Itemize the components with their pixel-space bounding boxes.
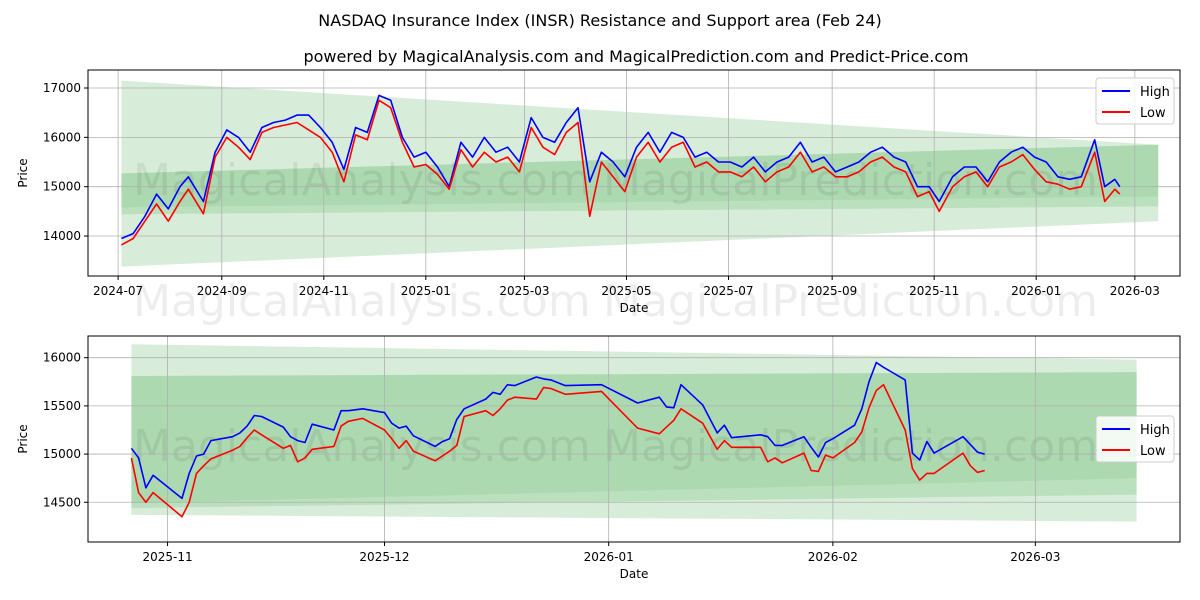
axes-frame <box>87 69 1181 277</box>
x-tick-label: 2025-11 <box>909 284 959 298</box>
band-core <box>131 372 1137 504</box>
band-outer <box>121 80 1159 267</box>
series-line-low <box>121 99 1121 246</box>
x-tick-label: 2025-01 <box>401 284 451 298</box>
series-line-high <box>121 94 1121 240</box>
legend-label-high: High <box>1140 423 1170 438</box>
x-axis-label: Date <box>620 301 649 315</box>
y-tick-label: 14500 <box>43 495 81 509</box>
x-tick-label: 2026-03 <box>1110 284 1160 298</box>
x-tick-label: 2026-02 <box>808 550 858 564</box>
watermark: MagicalAnalysis.com <box>133 155 591 206</box>
y-tick-label: 15000 <box>43 180 81 194</box>
y-axis-label: Price <box>16 424 30 453</box>
x-tick-label: 2025-07 <box>703 284 753 298</box>
y-tick-label: 16000 <box>43 130 81 144</box>
band-inner <box>121 144 1159 215</box>
watermark: MagicalAnalysis.com <box>133 276 591 327</box>
y-tick-label: 17000 <box>43 81 81 95</box>
legend-label-low: Low <box>1140 106 1166 121</box>
watermark: MagicalPrediction.com <box>603 155 1098 206</box>
axes-frame <box>87 335 1181 543</box>
series-line-high <box>130 361 985 500</box>
y-tick-label: 16000 <box>43 351 81 365</box>
legend: High Low <box>1095 415 1175 463</box>
x-tick-label: 2025-03 <box>499 284 549 298</box>
x-tick-label: 2025-11 <box>142 550 192 564</box>
x-tick-label: 2025-05 <box>601 284 651 298</box>
y-tick-label: 14000 <box>43 229 81 243</box>
chart-panel-2: MagicalAnalysis.com MagicalPrediction.com… <box>16 335 1181 581</box>
x-tick-label: 2024-07 <box>93 284 143 298</box>
x-tick-label: 2026-01 <box>1011 284 1061 298</box>
y-tick-label: 15500 <box>43 399 81 413</box>
x-axis-label: Date <box>620 567 649 581</box>
x-tick-label: 2026-01 <box>584 550 634 564</box>
x-tick-label: 2024-09 <box>197 284 247 298</box>
watermark: MagicalPrediction.com <box>603 276 1098 327</box>
watermark: MagicalAnalysis.com <box>133 421 591 472</box>
y-tick-label: 15000 <box>43 447 81 461</box>
x-tick-label: 2024-11 <box>299 284 349 298</box>
x-tick-label: 2025-09 <box>807 284 857 298</box>
chart-panel-1: MagicalAnalysis.com MagicalPrediction.com… <box>16 69 1181 327</box>
chart-subtitle: powered by MagicalAnalysis.com and Magic… <box>303 47 968 66</box>
x-tick-label: 2025-12 <box>359 550 409 564</box>
legend-label-low: Low <box>1140 444 1166 459</box>
band-core <box>121 144 1159 208</box>
legend: High Low <box>1095 77 1175 125</box>
series-line-low <box>130 383 985 518</box>
x-tick-label: 2026-03 <box>1010 550 1060 564</box>
y-axis-label: Price <box>16 158 30 187</box>
chart-title: NASDAQ Insurance Index (INSR) Resistance… <box>318 11 882 30</box>
legend-label-high: High <box>1140 85 1170 100</box>
watermark: MagicalPrediction.com <box>603 421 1098 472</box>
